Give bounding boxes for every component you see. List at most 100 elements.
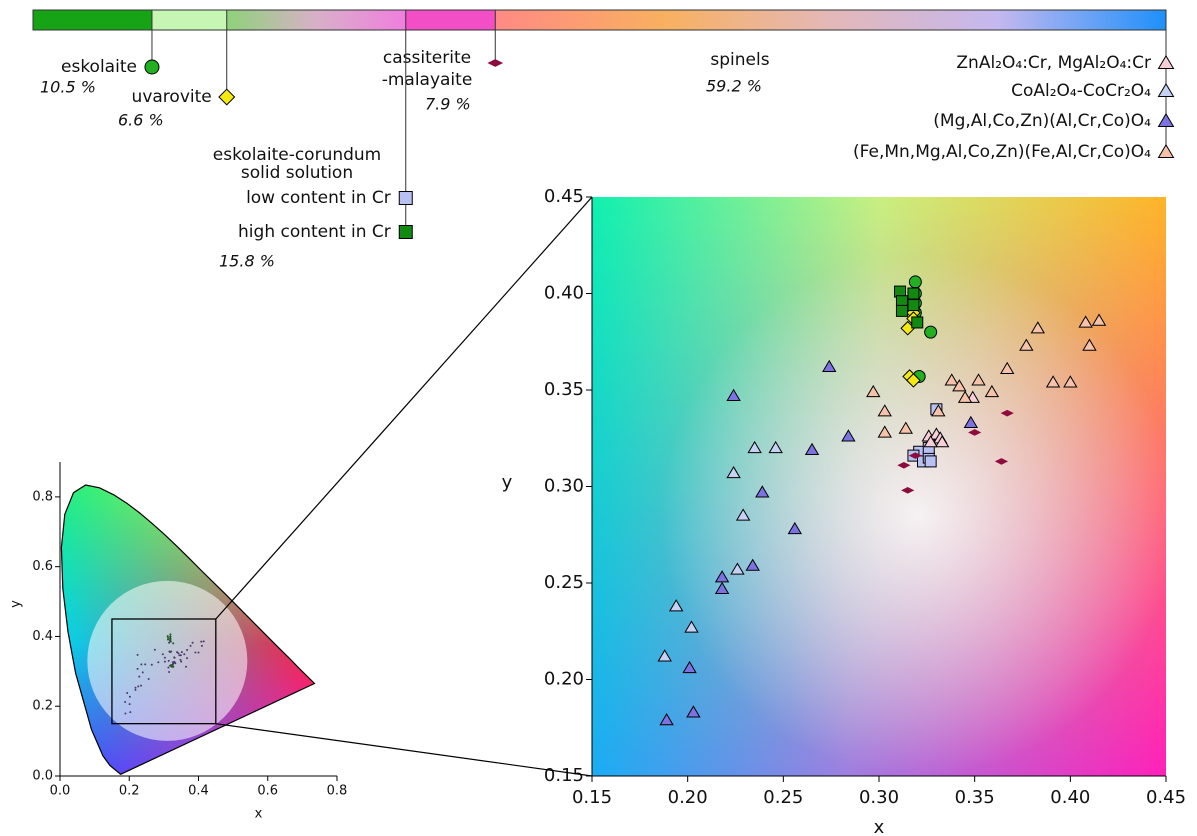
inset-point bbox=[180, 651, 183, 654]
point bbox=[908, 275, 922, 289]
point bbox=[999, 361, 1015, 374]
point bbox=[1091, 313, 1107, 326]
bar-segment bbox=[405, 10, 496, 30]
point bbox=[1030, 321, 1046, 334]
inset-point bbox=[167, 666, 170, 669]
legend-label: low content in Cr bbox=[246, 188, 391, 208]
inset-point bbox=[179, 654, 182, 657]
y-axis-label: y bbox=[502, 472, 513, 493]
x-axis-label: x bbox=[255, 807, 263, 822]
inset-point bbox=[140, 663, 143, 666]
x-tick-label: 0.20 bbox=[668, 787, 708, 808]
bar-segment bbox=[495, 10, 1166, 30]
inset-point bbox=[169, 640, 172, 643]
point bbox=[897, 461, 911, 469]
point bbox=[726, 388, 741, 401]
point bbox=[877, 425, 892, 438]
inset-point bbox=[134, 688, 137, 691]
point bbox=[682, 660, 697, 674]
inset-point bbox=[172, 662, 175, 665]
point bbox=[907, 287, 920, 300]
legend-marker bbox=[1157, 143, 1175, 159]
bar-outline bbox=[32, 9, 1167, 31]
point bbox=[735, 508, 751, 521]
inset-point bbox=[150, 663, 153, 666]
point bbox=[994, 458, 1009, 465]
inset-point bbox=[140, 684, 143, 687]
inset-point bbox=[179, 658, 182, 661]
point bbox=[841, 429, 856, 442]
inset-point bbox=[137, 685, 140, 688]
group-label: eskolaite-corundum bbox=[213, 145, 382, 165]
x-axis-label: x bbox=[874, 817, 885, 836]
point bbox=[768, 440, 783, 454]
zoom-line bbox=[215, 723, 593, 777]
zoom-box bbox=[111, 618, 217, 725]
point bbox=[686, 705, 701, 718]
percentage: 10.5 % bbox=[40, 78, 96, 97]
legend-label: high content in Cr bbox=[238, 222, 391, 242]
y-tick-label: 0.2 bbox=[32, 699, 53, 714]
point bbox=[1000, 409, 1014, 417]
point bbox=[944, 373, 959, 386]
legend-marker bbox=[144, 59, 160, 75]
x-tick-label: 0.30 bbox=[859, 787, 899, 808]
bar-segment bbox=[226, 10, 406, 30]
bar-segment bbox=[151, 10, 227, 30]
legend-marker bbox=[1157, 112, 1175, 128]
point bbox=[866, 384, 881, 398]
percentage: 59.2 % bbox=[706, 77, 762, 96]
point bbox=[901, 487, 915, 494]
inset-point bbox=[185, 665, 188, 668]
y-tick-label: 0.8 bbox=[32, 489, 53, 504]
inset-point bbox=[194, 651, 197, 654]
spectral-locus bbox=[60, 484, 316, 776]
x-tick-label: 0.40 bbox=[1050, 787, 1090, 808]
inset-point bbox=[153, 648, 156, 651]
point bbox=[908, 452, 922, 459]
inset-point bbox=[200, 644, 203, 647]
point bbox=[934, 435, 950, 448]
inset-point bbox=[189, 644, 192, 647]
point bbox=[726, 465, 741, 479]
inset-point bbox=[183, 653, 186, 656]
point bbox=[755, 485, 770, 498]
inset-point bbox=[169, 651, 172, 654]
percentage: 7.9 % bbox=[425, 95, 471, 114]
point bbox=[714, 581, 730, 594]
y-tick-label: 0.30 bbox=[544, 476, 584, 497]
inset-point bbox=[161, 653, 164, 656]
point bbox=[877, 404, 892, 417]
inset-point bbox=[138, 675, 141, 678]
legend-marker bbox=[398, 225, 413, 239]
inset-point bbox=[172, 665, 175, 668]
x-tick-label: 0.6 bbox=[257, 784, 278, 799]
x-tick-label: 0.0 bbox=[50, 784, 71, 799]
point bbox=[1078, 315, 1093, 328]
point bbox=[1019, 338, 1034, 351]
legend-marker bbox=[218, 88, 236, 106]
inset-point bbox=[174, 662, 177, 665]
inset-point bbox=[147, 678, 150, 681]
y-tick-label: 0.15 bbox=[544, 765, 584, 786]
inset-point bbox=[163, 656, 166, 659]
point bbox=[924, 455, 937, 468]
y-tick-label: 0.4 bbox=[32, 629, 53, 644]
inset-point bbox=[128, 703, 131, 706]
y-tick-label: 0.0 bbox=[32, 769, 53, 784]
legend-label: ZnAl₂O₄:Cr, MgAl₂O₄:Cr bbox=[956, 53, 1151, 73]
y-axis-label: y bbox=[9, 600, 24, 608]
legend-label: (Mg,Al,Co,Zn)(Al,Cr,Co)O₄ bbox=[933, 111, 1151, 131]
legend-marker bbox=[1157, 82, 1175, 98]
point bbox=[730, 562, 745, 575]
inset-point bbox=[168, 671, 171, 674]
legend-label: CoAl₂O₄-CoCr₂O₄ bbox=[1011, 81, 1151, 101]
inset-point bbox=[136, 667, 139, 670]
inset-point bbox=[176, 651, 179, 654]
inset-point bbox=[186, 649, 189, 652]
legend-marker bbox=[1157, 54, 1175, 70]
inset-point bbox=[169, 633, 172, 636]
inset-point bbox=[200, 640, 203, 643]
inset-point bbox=[129, 711, 132, 714]
inset-point bbox=[191, 641, 194, 644]
